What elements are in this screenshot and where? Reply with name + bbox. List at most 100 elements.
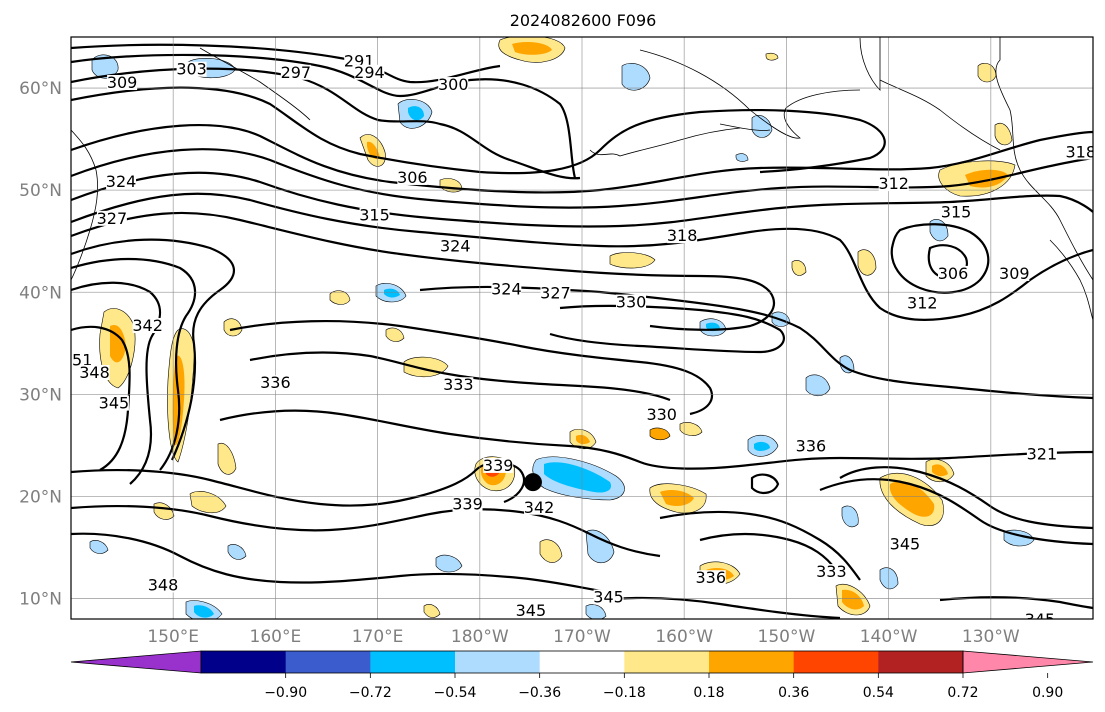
contour-label: 345	[593, 588, 624, 607]
contour-label: 324	[106, 172, 137, 191]
contour-label-background	[443, 377, 474, 393]
lat-tick-label: 30°N	[19, 385, 62, 405]
colorbar-tick-label: −0.72	[349, 685, 392, 701]
contour-label-background	[483, 457, 514, 473]
contour-lines	[71, 43, 1093, 619]
colorbar-outline	[200, 650, 964, 674]
colorbar-tick-label: 0.18	[693, 685, 724, 701]
contour-label: 345	[516, 601, 547, 620]
contour-label: 315	[941, 203, 972, 222]
contour-label: 342	[524, 498, 555, 517]
contour-label-background	[667, 228, 698, 244]
colorbar-tick-label: −0.90	[264, 685, 307, 701]
contour-label: 330	[646, 405, 677, 424]
map-frame	[70, 36, 1094, 620]
contour-label: 327	[97, 209, 128, 228]
contour-label-background	[616, 294, 647, 310]
lon-tick-label: 160°W	[655, 627, 713, 647]
contour-label-background	[491, 281, 522, 297]
contour-label: 315	[359, 206, 390, 225]
contour-label-background	[176, 61, 207, 77]
figure-title: 2024082600 F096	[510, 11, 657, 30]
contour-label-background	[646, 406, 677, 422]
contour-label: 327	[540, 283, 571, 302]
colorbar-segment	[539, 651, 625, 673]
shading-patches	[89, 37, 1035, 619]
contour-label-background	[999, 265, 1030, 281]
contour-label-background	[98, 395, 129, 411]
contour-label: 336	[260, 373, 291, 392]
lat-tick-label: 20°N	[19, 487, 62, 507]
colorbar-segment	[878, 651, 964, 673]
contour-label-background	[816, 564, 847, 580]
colorbar-tick-label: 0.54	[863, 685, 894, 701]
colorbar-tick-label: −0.18	[603, 685, 646, 701]
contour-label-background	[540, 285, 571, 301]
colorbar-tick-label: 0.72	[947, 685, 978, 701]
graticule	[71, 37, 1093, 619]
contour-label: 339	[483, 456, 514, 475]
contour-label-background	[878, 176, 909, 192]
contour-label: 330	[616, 293, 647, 312]
lon-tick-label: 150°W	[758, 627, 816, 647]
lon-tick-label: 170°W	[553, 627, 611, 647]
colorbar-tick-label: 0.90	[1032, 685, 1063, 701]
contour-label-background	[440, 238, 471, 254]
contour-label: 333	[816, 562, 847, 581]
contour-label: 312	[907, 294, 938, 313]
contour-label: 309	[999, 264, 1030, 283]
contour-label-background	[593, 589, 624, 605]
contour-label: 348	[79, 363, 110, 382]
contour-label-background	[71, 352, 93, 368]
contour-label: 333	[443, 375, 474, 394]
contour-label: 294	[354, 63, 385, 82]
contour-label-background	[132, 318, 163, 334]
contour-label-background	[941, 204, 972, 220]
contour-label: 336	[796, 437, 827, 456]
contour-label: 300	[438, 75, 469, 94]
colorbar-segment	[455, 651, 541, 673]
contour-label-background	[96, 210, 127, 226]
contour-label: 345	[890, 535, 921, 554]
lat-tick-label: 60°N	[19, 79, 62, 99]
contour-label: 345	[99, 394, 130, 413]
contour-label-background	[280, 64, 311, 80]
contour-label-background	[1026, 446, 1057, 462]
contour-label-background	[79, 364, 110, 380]
contour-label-background	[515, 602, 546, 618]
contour-label: 309	[107, 73, 138, 92]
colorbar-extend-high	[962, 650, 1094, 674]
contour-label-background	[106, 174, 137, 190]
contour-label: 339	[452, 495, 483, 514]
contour-label-background	[1024, 612, 1055, 619]
contour-label-background	[795, 438, 826, 454]
colorbar-tick-labels: −0.90 −0.72 −0.54 −0.36 −0.18 0.18 0.36 0.54 0.7…	[264, 673, 1063, 701]
colorbar	[70, 650, 1094, 674]
lat-tick-label: 50°N	[19, 181, 62, 201]
contour-label: 303	[176, 60, 207, 79]
lon-tick-label: 150°E	[147, 627, 199, 647]
contour-label-background	[107, 75, 138, 91]
contour-label-background	[524, 499, 555, 515]
longitude-tick-labels: 150°E 160°E 170°E 180°W 170°W 160°W 150°W 140°W…	[147, 627, 1020, 647]
contour-label: 306	[397, 168, 428, 187]
contour-label-background	[937, 265, 968, 281]
contour-label-background	[889, 536, 920, 552]
lon-tick-label: 180°W	[451, 627, 509, 647]
contour-label-background	[147, 577, 178, 593]
colorbar-segment	[370, 651, 456, 673]
contour-labels: 2912942973003033093063153183123153183243…	[62, 52, 1093, 620]
lon-tick-label: 160°E	[250, 627, 302, 647]
contour-label-background	[260, 375, 291, 391]
contour-label: 318	[667, 226, 698, 245]
contour-label: 324	[440, 236, 471, 255]
contour-label-background	[907, 295, 938, 311]
contour-label-background	[359, 207, 390, 223]
contour-label: 351	[62, 351, 93, 370]
lat-tick-label: 40°N	[19, 283, 62, 303]
colorbar-segment	[201, 651, 287, 673]
contour-label: 348	[148, 575, 179, 594]
contour-label: 342	[132, 316, 163, 335]
contour-label-background	[452, 496, 483, 512]
